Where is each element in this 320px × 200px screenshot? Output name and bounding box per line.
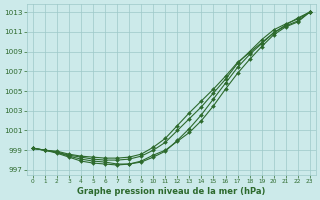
X-axis label: Graphe pression niveau de la mer (hPa): Graphe pression niveau de la mer (hPa) bbox=[77, 187, 266, 196]
